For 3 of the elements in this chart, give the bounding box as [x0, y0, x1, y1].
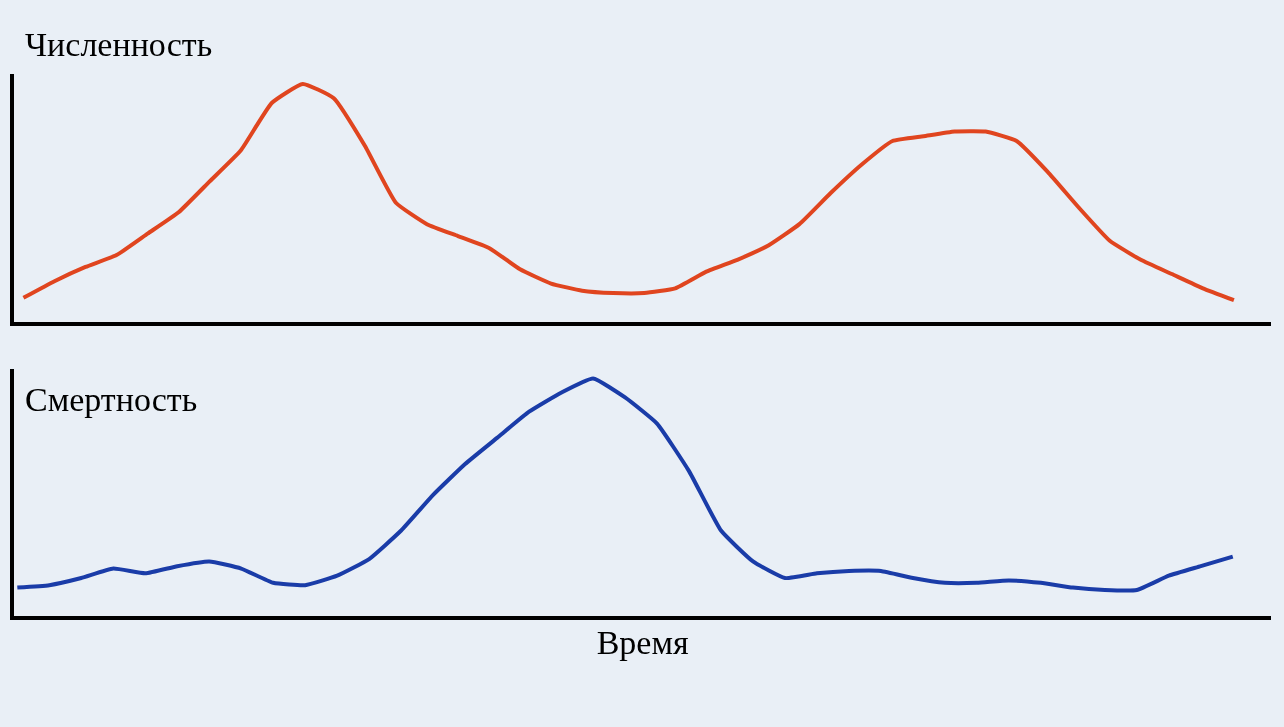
chart-title: Численность [25, 26, 213, 63]
x-axis-title: Время [596, 623, 689, 661]
chart-title: Смертность [25, 381, 198, 418]
